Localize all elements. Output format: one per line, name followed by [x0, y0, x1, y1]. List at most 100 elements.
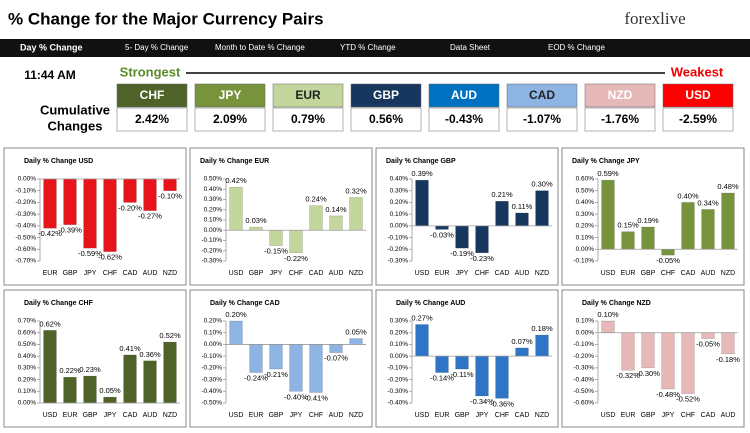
x-tick-label: CHF: [661, 270, 675, 277]
value-label: -0.03%: [430, 230, 454, 239]
x-tick-label: NZD: [349, 270, 363, 277]
value-label: 0.05%: [99, 386, 121, 395]
y-tick-label: 0.70%: [18, 318, 37, 325]
bar: [641, 332, 655, 369]
y-tick-label: 0.10%: [390, 341, 409, 348]
bar: [143, 360, 157, 404]
tab[interactable]: Month to Date % Change: [215, 43, 305, 52]
y-tick-label: 0.00%: [204, 227, 223, 234]
y-tick-label: -0.30%: [15, 211, 36, 218]
bar: [269, 230, 283, 246]
x-tick-label: CAD: [123, 270, 138, 277]
value-label: -0.14%: [430, 374, 454, 383]
value-label: 0.52%: [159, 331, 181, 340]
bar: [515, 347, 529, 357]
x-tick-label: CHF: [681, 412, 695, 419]
bar: [495, 355, 509, 399]
value-label: 0.20%: [225, 310, 247, 319]
x-tick-label: CHF: [495, 412, 509, 419]
bar: [515, 212, 529, 227]
bar: [701, 209, 715, 250]
x-tick-label: NZD: [721, 270, 735, 277]
y-tick-label: 0.40%: [390, 176, 409, 183]
currency-value-box: [194, 107, 266, 132]
x-tick-label: GBP: [455, 412, 470, 419]
bar: [601, 179, 615, 250]
y-tick-label: -0.30%: [387, 388, 408, 395]
value-label: -0.41%: [304, 393, 328, 402]
x-tick-label: AUD: [143, 412, 158, 419]
y-tick-label: 0.20%: [390, 329, 409, 336]
y-tick-label: -0.20%: [573, 353, 594, 360]
bar: [43, 178, 57, 229]
y-tick-label: 0.40%: [576, 199, 595, 206]
page-title: % Change for the Major Currency Pairs: [8, 9, 324, 28]
value-label: 0.42%: [225, 176, 247, 185]
value-label: 0.18%: [531, 324, 553, 333]
value-label: 0.34%: [697, 198, 719, 207]
currency-value: 2.09%: [213, 112, 247, 126]
value-label: -0.30%: [636, 369, 660, 378]
y-tick-label: 0.00%: [390, 353, 409, 360]
currency-value: -1.76%: [601, 112, 639, 126]
bar: [435, 355, 449, 373]
chart-title: Daily % Change CAD: [210, 300, 280, 307]
y-tick-label: 0.40%: [18, 353, 37, 360]
currency-name: NZD: [608, 88, 633, 102]
y-tick-label: -0.30%: [201, 258, 222, 265]
cumulative-label: Changes: [48, 118, 103, 133]
x-tick-label: GBP: [641, 412, 656, 419]
tab[interactable]: EOD % Change: [548, 43, 605, 52]
y-tick-label: 0.10%: [18, 388, 37, 395]
y-tick-label: -0.10%: [201, 237, 222, 244]
currency-name: AUD: [451, 88, 477, 102]
y-tick-label: -0.20%: [201, 365, 222, 372]
currency-box: [272, 83, 344, 108]
tab[interactable]: Data Sheet: [450, 43, 491, 52]
tab[interactable]: Day % Change: [20, 42, 83, 52]
bar: [229, 320, 243, 345]
value-label: 0.11%: [512, 202, 533, 211]
bar: [43, 330, 57, 404]
value-label: 0.03%: [245, 216, 267, 225]
bar: [535, 334, 549, 357]
x-tick-label: AUD: [329, 270, 344, 277]
x-tick-label: NZD: [349, 412, 363, 419]
value-label: -0.20%: [118, 203, 142, 212]
x-tick-label: USD: [601, 270, 616, 277]
y-tick-label: -0.70%: [15, 258, 36, 265]
value-label: -0.62%: [98, 253, 122, 262]
logo: forexlive: [624, 9, 685, 28]
bar: [535, 190, 549, 227]
x-tick-label: EUR: [435, 270, 450, 277]
value-label: -0.10%: [158, 192, 182, 201]
bar: [249, 226, 263, 231]
bar: [269, 344, 283, 370]
y-tick-label: -0.20%: [387, 246, 408, 253]
value-label: -0.27%: [138, 212, 162, 221]
bar: [641, 226, 655, 250]
tab[interactable]: 5- Day % Change: [125, 43, 189, 52]
bar: [455, 225, 469, 249]
x-tick-label: CAD: [123, 412, 138, 419]
y-tick-label: 0.20%: [576, 223, 595, 230]
bar: [495, 201, 509, 227]
x-tick-label: EUR: [249, 412, 264, 419]
value-label: 0.59%: [597, 169, 619, 178]
currency-box: [506, 83, 578, 108]
x-tick-label: JPY: [476, 412, 489, 419]
value-label: 0.32%: [345, 186, 367, 195]
x-tick-label: AUD: [329, 412, 344, 419]
value-label: -0.05%: [656, 256, 680, 265]
bar: [123, 178, 137, 203]
y-tick-label: 0.40%: [204, 186, 223, 193]
y-tick-label: -0.40%: [573, 376, 594, 383]
y-tick-label: -0.30%: [201, 376, 222, 383]
bar: [681, 332, 695, 394]
y-tick-label: 0.10%: [390, 211, 409, 218]
y-tick-label: 0.30%: [390, 318, 409, 325]
currency-box: [350, 83, 422, 108]
tab[interactable]: YTD % Change: [340, 43, 396, 52]
value-label: 0.40%: [677, 191, 699, 200]
value-label: -0.48%: [656, 390, 680, 399]
